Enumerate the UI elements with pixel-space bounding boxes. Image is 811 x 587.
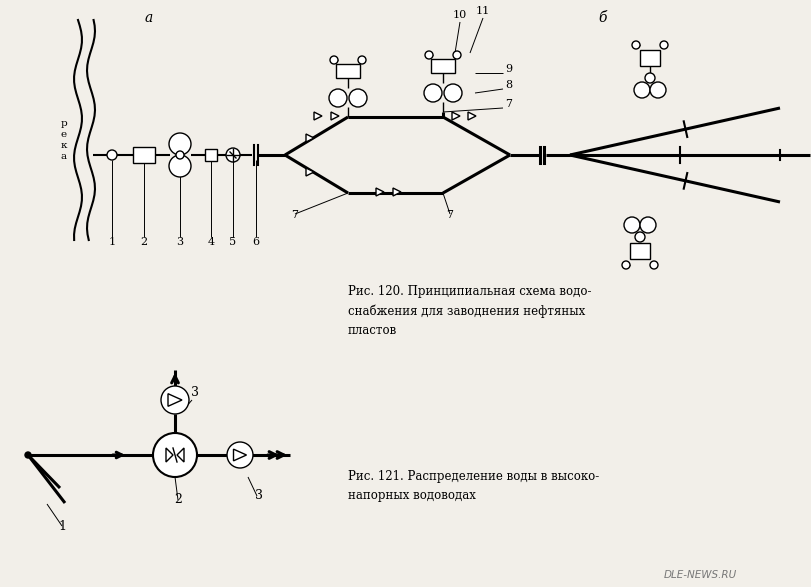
Circle shape [169,133,191,155]
Circle shape [425,51,433,59]
Text: 6: 6 [252,237,260,247]
Text: 4: 4 [208,237,215,247]
Circle shape [349,89,367,107]
Text: 3: 3 [177,237,183,247]
Circle shape [107,150,117,160]
Circle shape [358,56,366,64]
Text: 1: 1 [109,237,115,247]
Circle shape [330,56,338,64]
Text: 5: 5 [230,237,237,247]
Circle shape [226,148,240,162]
Polygon shape [331,112,339,120]
Bar [431,59,455,73]
Polygon shape [393,188,401,196]
Text: 9: 9 [505,64,512,74]
Text: 7: 7 [505,99,512,109]
Text: 3: 3 [191,386,199,399]
Polygon shape [234,449,247,461]
Circle shape [453,51,461,59]
Text: р
е
к
а: р е к а [61,119,67,161]
Text: 11: 11 [476,6,490,16]
Polygon shape [376,188,384,196]
Circle shape [660,41,668,49]
Circle shape [622,261,630,269]
Polygon shape [166,448,173,462]
Polygon shape [452,112,460,120]
Circle shape [444,84,462,102]
Polygon shape [306,168,314,176]
Polygon shape [468,112,476,120]
Polygon shape [177,448,184,462]
Circle shape [645,73,655,83]
Circle shape [153,433,197,477]
Circle shape [632,41,640,49]
Text: 1: 1 [58,520,66,533]
Text: 7: 7 [447,210,453,220]
Bar [640,50,660,66]
Circle shape [635,232,645,242]
Circle shape [624,217,640,233]
Text: DLE-NEWS.RU: DLE-NEWS.RU [663,570,736,580]
Text: 3: 3 [255,489,263,502]
Bar [133,147,155,163]
Circle shape [650,261,658,269]
Bar [630,243,650,259]
Circle shape [424,84,442,102]
Text: 10: 10 [453,10,467,20]
Text: 8: 8 [505,80,512,90]
Bar [205,149,217,161]
Circle shape [650,82,666,98]
Circle shape [161,386,189,414]
Text: а: а [145,11,153,25]
Circle shape [227,442,253,468]
Circle shape [634,82,650,98]
Text: Рис. 121. Распределение воды в высоко-
напорных водоводах: Рис. 121. Распределение воды в высоко- н… [348,470,599,502]
Text: 7: 7 [291,210,298,220]
Polygon shape [314,112,322,120]
Circle shape [640,217,656,233]
Circle shape [25,452,31,458]
Text: 2: 2 [140,237,148,247]
Bar [336,64,360,78]
Polygon shape [168,394,182,406]
Text: Рис. 120. Принципиальная схема водо-
снабжения для заводнения нефтяных
пластов: Рис. 120. Принципиальная схема водо- сна… [348,285,591,337]
Circle shape [169,155,191,177]
Text: 2: 2 [174,493,182,506]
Text: б: б [598,11,607,25]
Circle shape [329,89,347,107]
Circle shape [176,151,184,159]
Polygon shape [306,134,314,142]
